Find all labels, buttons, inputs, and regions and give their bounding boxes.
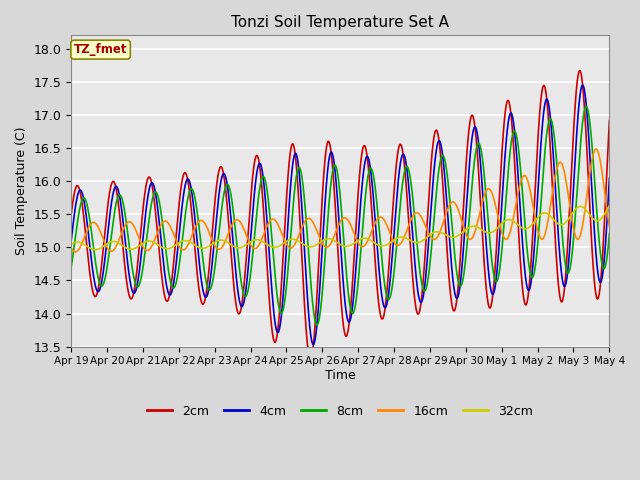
Title: Tonzi Soil Temperature Set A: Tonzi Soil Temperature Set A [231,15,449,30]
Y-axis label: Soil Temperature (C): Soil Temperature (C) [15,127,28,255]
Legend: 2cm, 4cm, 8cm, 16cm, 32cm: 2cm, 4cm, 8cm, 16cm, 32cm [142,400,538,423]
X-axis label: Time: Time [325,369,356,382]
Text: TZ_fmet: TZ_fmet [74,43,127,56]
